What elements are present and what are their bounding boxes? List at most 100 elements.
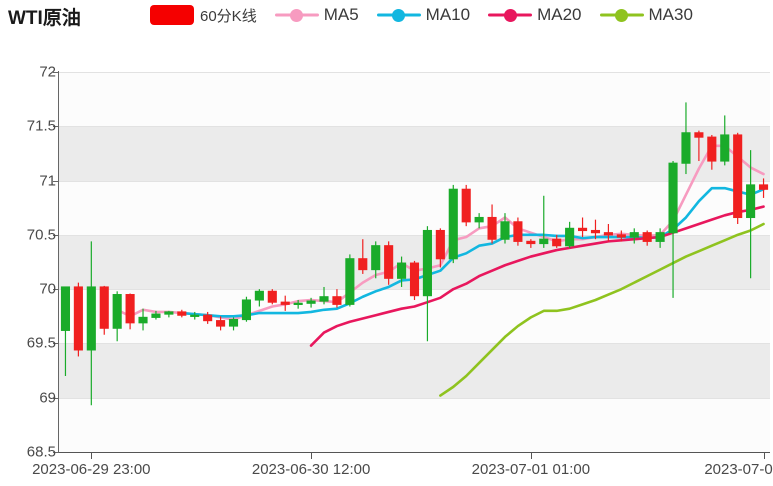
candlestick [60, 286, 71, 376]
y-axis-label: 69 [39, 389, 56, 407]
legend-label-ma10: MA10 [425, 5, 471, 24]
candle-body [526, 240, 536, 245]
y-axis-label: 70.5 [26, 226, 56, 244]
candle-body [86, 286, 96, 351]
candlestick [164, 310, 174, 318]
y-axis-label: 71 [39, 172, 56, 190]
candle-body [164, 311, 174, 315]
legend-label-kline: 60分K线 [200, 7, 257, 25]
candlestick [422, 226, 432, 342]
candle-body [241, 299, 252, 321]
x-axis-tick [530, 452, 532, 459]
legend-swatch-kline [150, 5, 194, 25]
candlestick [267, 289, 277, 305]
legend-item-kline[interactable]: 60分K线 [150, 5, 257, 26]
candlestick [552, 234, 562, 248]
candle-body [293, 302, 303, 306]
candlestick [384, 241, 394, 285]
candle-body [500, 221, 510, 240]
candlestick [526, 239, 536, 248]
candle-body [60, 286, 71, 331]
candle-body [267, 290, 277, 303]
y-axis-tick [53, 72, 59, 73]
candle-body [99, 286, 109, 329]
candlestick [332, 289, 342, 308]
gridline [59, 343, 770, 345]
candle-body [590, 229, 601, 234]
candlestick [746, 150, 756, 279]
legend-item-ma20[interactable]: MA20 [488, 5, 582, 25]
candlestick [539, 195, 549, 248]
candlestick [280, 295, 290, 311]
gridline [59, 72, 770, 73]
candlestick [73, 282, 83, 357]
candlestick [112, 291, 122, 342]
x-axis-label: 2023-06-30 12:00 [251, 461, 371, 478]
candlestick [358, 239, 368, 274]
candlestick [86, 241, 96, 406]
candlestick [565, 221, 575, 248]
candlestick [758, 178, 769, 198]
candle-body [758, 184, 769, 190]
candle-body [371, 245, 381, 271]
candlestick [138, 308, 148, 331]
grid-band [59, 126, 770, 181]
x-axis-label: 2023-07-01 01:00 [471, 461, 591, 478]
candlestick [99, 285, 109, 335]
gridline [59, 234, 770, 236]
ma-line-ma20 [309, 205, 765, 347]
candlestick [216, 316, 226, 331]
x-axis-tick [91, 452, 93, 459]
candlestick [190, 311, 200, 320]
candlestick [435, 228, 445, 268]
candlestick [203, 311, 213, 324]
candle-body [345, 258, 355, 305]
candle-body [384, 245, 394, 279]
candlestick [668, 161, 678, 298]
candlestick [590, 219, 601, 240]
candle-body [552, 238, 562, 247]
legend-dot [615, 8, 629, 22]
gridline [59, 180, 770, 182]
y-axis-tick [53, 234, 59, 236]
candle-body [733, 134, 743, 219]
legend-item-ma30[interactable]: MA30 [599, 5, 693, 25]
candlestick [616, 230, 626, 242]
y-axis-label: 71.5 [26, 117, 56, 135]
y-axis-tick [53, 452, 59, 453]
candlestick [655, 228, 665, 248]
candle-body [73, 286, 83, 351]
legend-item-ma10[interactable]: MA10 [376, 5, 471, 25]
candle-body [216, 320, 226, 327]
candle-body [655, 232, 665, 242]
candlestick [500, 213, 510, 244]
y-axis-tick [53, 289, 59, 291]
candle-body [280, 301, 290, 305]
candlestick [474, 213, 484, 229]
grid-band [59, 180, 770, 235]
chart-title: WTI原油 [8, 8, 81, 29]
legend-marker-ma5 [274, 6, 319, 24]
candlestick [707, 134, 717, 170]
candle-body [448, 188, 458, 260]
candle-body [474, 216, 484, 223]
candlestick [151, 310, 161, 320]
candle-body [151, 313, 161, 318]
candlestick [642, 230, 652, 246]
legend-item-ma5[interactable]: MA5 [274, 5, 359, 25]
y-axis-label: 70 [39, 280, 56, 298]
candle-body [487, 216, 497, 240]
series-layer [60, 102, 769, 406]
candle-body [681, 132, 691, 164]
y-axis-line [58, 71, 59, 453]
y-axis-tick [53, 126, 59, 128]
candle-body [603, 232, 613, 236]
candle-body [720, 134, 730, 162]
candle-body [694, 132, 704, 138]
candlestick [306, 297, 316, 308]
legend-label-ma5: MA5 [323, 5, 359, 24]
candlestick [293, 300, 303, 309]
x-axis-tick [311, 452, 313, 459]
candle-body [707, 136, 717, 162]
candlestick [629, 228, 639, 244]
